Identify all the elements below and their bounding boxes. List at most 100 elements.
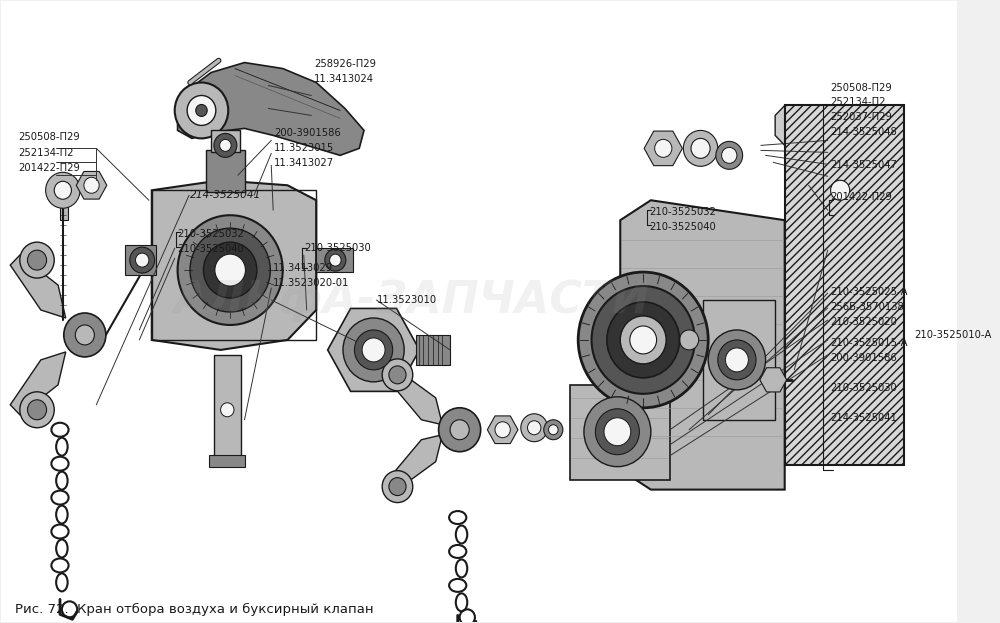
Circle shape — [722, 148, 737, 163]
Circle shape — [655, 140, 672, 158]
Text: 258926-П29: 258926-П29 — [314, 59, 376, 69]
Circle shape — [495, 422, 510, 438]
Text: 11.3413024: 11.3413024 — [314, 74, 374, 83]
Circle shape — [450, 420, 469, 440]
Polygon shape — [10, 352, 66, 415]
Polygon shape — [152, 180, 316, 350]
Polygon shape — [620, 200, 785, 490]
Text: 11.3523010: 11.3523010 — [376, 295, 437, 305]
Circle shape — [725, 348, 748, 372]
Text: 200-3901586: 200-3901586 — [274, 128, 341, 138]
Circle shape — [20, 242, 54, 278]
Polygon shape — [316, 248, 353, 272]
Text: 214-3525041: 214-3525041 — [831, 413, 897, 423]
Circle shape — [544, 420, 563, 440]
Bar — [785, 105, 904, 465]
Text: 250508-П29: 250508-П29 — [18, 133, 80, 143]
Text: 210-3525025-А: 210-3525025-А — [831, 287, 908, 297]
Polygon shape — [644, 131, 682, 166]
Polygon shape — [206, 150, 245, 193]
Circle shape — [607, 302, 680, 378]
Circle shape — [683, 130, 718, 166]
Text: 210-3525010-А: 210-3525010-А — [914, 330, 991, 340]
Circle shape — [84, 178, 99, 193]
Circle shape — [831, 180, 850, 200]
Circle shape — [708, 330, 766, 390]
Circle shape — [27, 400, 47, 420]
Polygon shape — [178, 62, 364, 155]
Polygon shape — [416, 335, 450, 365]
Circle shape — [214, 133, 237, 158]
Circle shape — [439, 408, 481, 452]
Polygon shape — [760, 368, 787, 392]
Bar — [152, 190, 316, 340]
Circle shape — [46, 173, 80, 208]
Bar — [785, 105, 904, 465]
Circle shape — [362, 338, 385, 362]
Circle shape — [716, 141, 743, 169]
Circle shape — [178, 215, 283, 325]
Circle shape — [27, 250, 47, 270]
Text: 11.3523020-01: 11.3523020-01 — [273, 278, 350, 288]
Circle shape — [175, 82, 228, 138]
Circle shape — [595, 409, 639, 455]
Text: 210-3525040: 210-3525040 — [178, 244, 244, 254]
Text: 201422-П29: 201422-П29 — [18, 163, 80, 173]
Text: 250508-П29: 250508-П29 — [831, 82, 892, 92]
Text: 210-3525030: 210-3525030 — [305, 243, 371, 253]
Bar — [214, 355, 241, 460]
Circle shape — [196, 105, 207, 117]
Polygon shape — [570, 385, 670, 480]
Polygon shape — [50, 180, 75, 220]
Text: 201422-П29: 201422-П29 — [831, 193, 892, 202]
Text: 210-3525030: 210-3525030 — [831, 383, 897, 393]
Text: 214-3525048: 214-3525048 — [831, 127, 897, 138]
Text: 210-3525020: 210-3525020 — [831, 317, 897, 327]
Circle shape — [389, 366, 406, 384]
Circle shape — [549, 425, 558, 435]
Text: 11.3413027: 11.3413027 — [274, 158, 334, 168]
Circle shape — [20, 392, 54, 428]
Circle shape — [382, 359, 413, 391]
Text: 210-3525015-А: 210-3525015-А — [831, 338, 908, 348]
Circle shape — [220, 140, 231, 151]
Circle shape — [187, 95, 216, 125]
Polygon shape — [76, 171, 107, 199]
Circle shape — [221, 403, 234, 417]
Circle shape — [190, 228, 270, 312]
Circle shape — [215, 254, 245, 286]
Circle shape — [354, 330, 393, 370]
Circle shape — [718, 340, 756, 380]
Circle shape — [630, 326, 657, 354]
Circle shape — [130, 247, 155, 273]
Polygon shape — [10, 255, 66, 318]
Text: АЛЬфА-ЗАПЧАСТИ: АЛЬфА-ЗАПЧАСТИ — [174, 278, 650, 321]
Polygon shape — [125, 245, 156, 275]
Circle shape — [578, 272, 708, 408]
Circle shape — [325, 249, 346, 271]
Circle shape — [343, 318, 404, 382]
Text: 214-3525041: 214-3525041 — [190, 190, 261, 200]
Polygon shape — [388, 435, 442, 490]
Text: 200-3901586: 200-3901586 — [831, 353, 897, 363]
Circle shape — [691, 138, 710, 158]
Circle shape — [382, 470, 413, 503]
Polygon shape — [487, 416, 518, 444]
Circle shape — [620, 316, 666, 364]
Circle shape — [389, 478, 406, 495]
Text: 210-3525040: 210-3525040 — [649, 222, 716, 232]
Circle shape — [64, 313, 106, 357]
Text: 252134-П2: 252134-П2 — [831, 97, 886, 107]
Text: 11.3413029: 11.3413029 — [273, 263, 333, 273]
Circle shape — [136, 253, 149, 267]
Text: 252134-П2: 252134-П2 — [18, 148, 73, 158]
Circle shape — [592, 286, 695, 394]
Polygon shape — [703, 300, 775, 420]
Circle shape — [604, 418, 631, 445]
Circle shape — [330, 254, 341, 266]
Polygon shape — [328, 308, 419, 391]
Circle shape — [54, 181, 71, 199]
Polygon shape — [388, 370, 442, 425]
Circle shape — [521, 414, 548, 442]
Circle shape — [203, 242, 257, 298]
